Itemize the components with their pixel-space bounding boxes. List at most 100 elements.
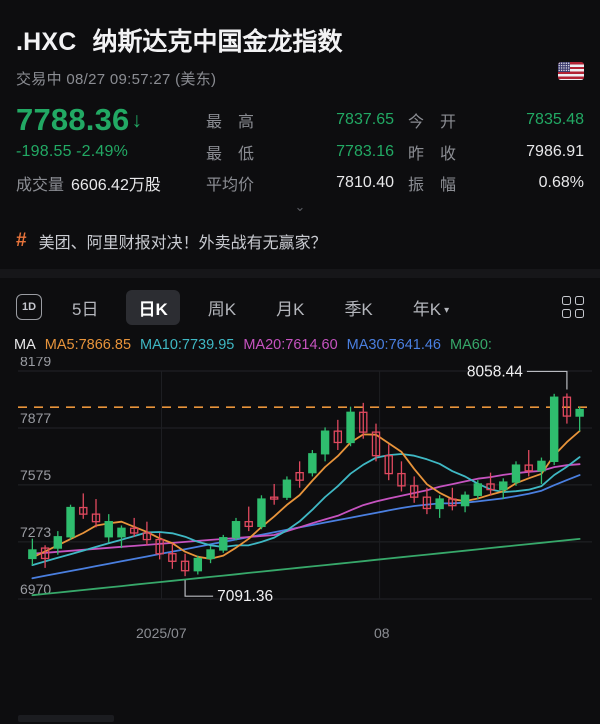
low-label: 最 低 <box>206 145 255 163</box>
volume-cell: 成交量 6606.42万股 <box>16 171 206 195</box>
amplitude-label: 振 幅 <box>408 176 457 194</box>
market-status-time: 交易中 08/27 09:57:27 (美东) <box>16 71 217 88</box>
y-tick-0: 8179 <box>20 357 51 369</box>
x-tick-0: 2025/07 <box>136 624 187 641</box>
avg-price-value: 7810.40 <box>336 173 394 191</box>
candle-6 <box>104 513 113 543</box>
candle-9 <box>142 521 152 545</box>
grid-view-icon[interactable] <box>562 296 584 319</box>
expand-quote-chevron-icon[interactable]: ⌄ <box>294 198 306 214</box>
candle-23 <box>320 427 330 462</box>
section-divider <box>0 268 600 278</box>
tab-1d[interactable]: 1D <box>16 294 42 321</box>
candle-21 <box>295 461 304 488</box>
news-headline[interactable]: 美团、阿里财报对决！外卖战有无赢家？ <box>38 234 327 252</box>
high-annotation: 8058.44 <box>467 363 523 380</box>
high-label: 最 高 <box>206 108 298 132</box>
ma10-line <box>31 452 581 566</box>
candle-41 <box>549 393 559 465</box>
tab-weekk[interactable]: 周K <box>207 299 237 319</box>
price-cell: 7788.36 ↓ <box>16 102 206 138</box>
candle-8 <box>129 517 139 537</box>
chart-canvas[interactable]: 8179 7877 7575 7273 6970 8058.44 7091.36 <box>0 357 600 625</box>
candle-31 <box>422 487 432 514</box>
candle-12 <box>180 553 190 576</box>
candle-37 <box>499 478 508 499</box>
candle-11 <box>168 543 177 569</box>
candle-2 <box>53 530 63 555</box>
ma-legend: MA MA5:7866.85 MA10:7739.95 MA20:7614.60… <box>0 335 600 357</box>
ma10-legend: MA10:7739.95 <box>140 336 235 353</box>
candle-4 <box>79 493 88 519</box>
y-tick-1: 7877 <box>20 410 51 426</box>
candle-1 <box>40 544 50 568</box>
prev-close-label: 昨 收 <box>408 145 457 163</box>
prev-close-value: 7986.91 <box>526 142 584 160</box>
candlestick-chart[interactable]: 8179 7877 7575 7273 6970 8058.44 7091.36 2025/… <box>0 357 600 657</box>
bottom-cut-row <box>0 708 600 724</box>
candle-38 <box>511 461 521 486</box>
ma20-line <box>31 463 581 555</box>
candle-15 <box>219 534 228 553</box>
low-annotation: 7091.36 <box>217 588 273 605</box>
ma5-legend: MA5:7866.85 <box>44 336 132 353</box>
y-tick-4: 6970 <box>20 581 51 597</box>
candle-32 <box>435 494 444 518</box>
hashtag-icon: # <box>16 230 27 252</box>
ma60-legend: MA60: <box>450 336 492 353</box>
candle-34 <box>460 491 470 512</box>
quote-block: 7788.36 ↓ 最 高 7837.65 今 开 7835.48 -198.5… <box>0 102 600 215</box>
candle-30 <box>409 476 419 503</box>
status-row: 交易中 08/27 09:57:27 (美东) <box>16 68 584 89</box>
ma20-legend: MA20:7614.60 <box>243 336 338 353</box>
tab-yeark[interactable]: 年K ▾ <box>401 290 461 325</box>
quote-row-3: 成交量 6606.42万股 平均价 7810.40 振 幅 0.68% <box>16 171 584 195</box>
candle-35 <box>473 479 483 499</box>
volume-label: 成交量 <box>16 176 65 194</box>
x-tick-1: 08 <box>374 624 390 641</box>
candle-29 <box>397 461 406 492</box>
low-value: 7783.16 <box>336 142 394 160</box>
ticker-symbol: .HXC <box>16 28 77 56</box>
candle-18 <box>257 494 266 529</box>
candle-3 <box>66 504 75 540</box>
candle-14 <box>206 545 215 563</box>
candle-28 <box>384 444 393 480</box>
candle-25 <box>346 406 355 446</box>
candle-33 <box>448 487 457 511</box>
open-value: 7835.48 <box>526 111 584 129</box>
volume-value: 6606.42万股 <box>71 176 161 194</box>
candle-10 <box>155 532 164 560</box>
last-price: 7788.36 ↓ <box>16 102 206 138</box>
last-price-value: 7788.36 <box>16 102 130 137</box>
tab-dayk[interactable]: 日K <box>126 289 180 325</box>
high-value: 7837.65 <box>336 111 394 129</box>
header: .HXC 纳斯达克中国金龙指数 交易中 08/27 09:57:27 (美东) <box>0 0 600 89</box>
candle-22 <box>308 449 317 477</box>
candle-26 <box>359 402 368 439</box>
news-banner[interactable]: # 美团、阿里财报对决！外卖战有无赢家？ <box>0 215 600 269</box>
change-percent: -2.49% <box>76 142 129 160</box>
candle-16 <box>231 517 241 541</box>
candle-19 <box>269 483 279 505</box>
quote-row-1: 7788.36 ↓ 最 高 7837.65 今 开 7835.48 <box>16 102 584 138</box>
tab-monthk[interactable]: 月K <box>276 299 305 319</box>
candle-7 <box>117 525 126 548</box>
candle-39 <box>524 449 533 477</box>
tab-quarterk[interactable]: 季K <box>344 299 373 319</box>
ma60-line <box>31 537 581 596</box>
chevron-down-icon: ▾ <box>444 304 450 316</box>
ma5-line <box>31 429 581 560</box>
tab-5day[interactable]: 5日 <box>72 299 99 319</box>
ma30-legend: MA30:7641.46 <box>346 336 441 353</box>
candle-5 <box>91 498 101 528</box>
candle-13 <box>193 555 203 575</box>
chart-x-axis: 2025/07 08 <box>0 625 600 651</box>
candle-24 <box>333 419 343 450</box>
title-row: .HXC 纳斯达克中国金龙指数 <box>16 22 584 58</box>
tab-1d-box-icon: 1D <box>16 294 42 321</box>
index-name: 纳斯达克中国金龙指数 <box>92 28 343 56</box>
candle-0 <box>28 538 37 565</box>
open-label: 今 开 <box>408 114 457 132</box>
